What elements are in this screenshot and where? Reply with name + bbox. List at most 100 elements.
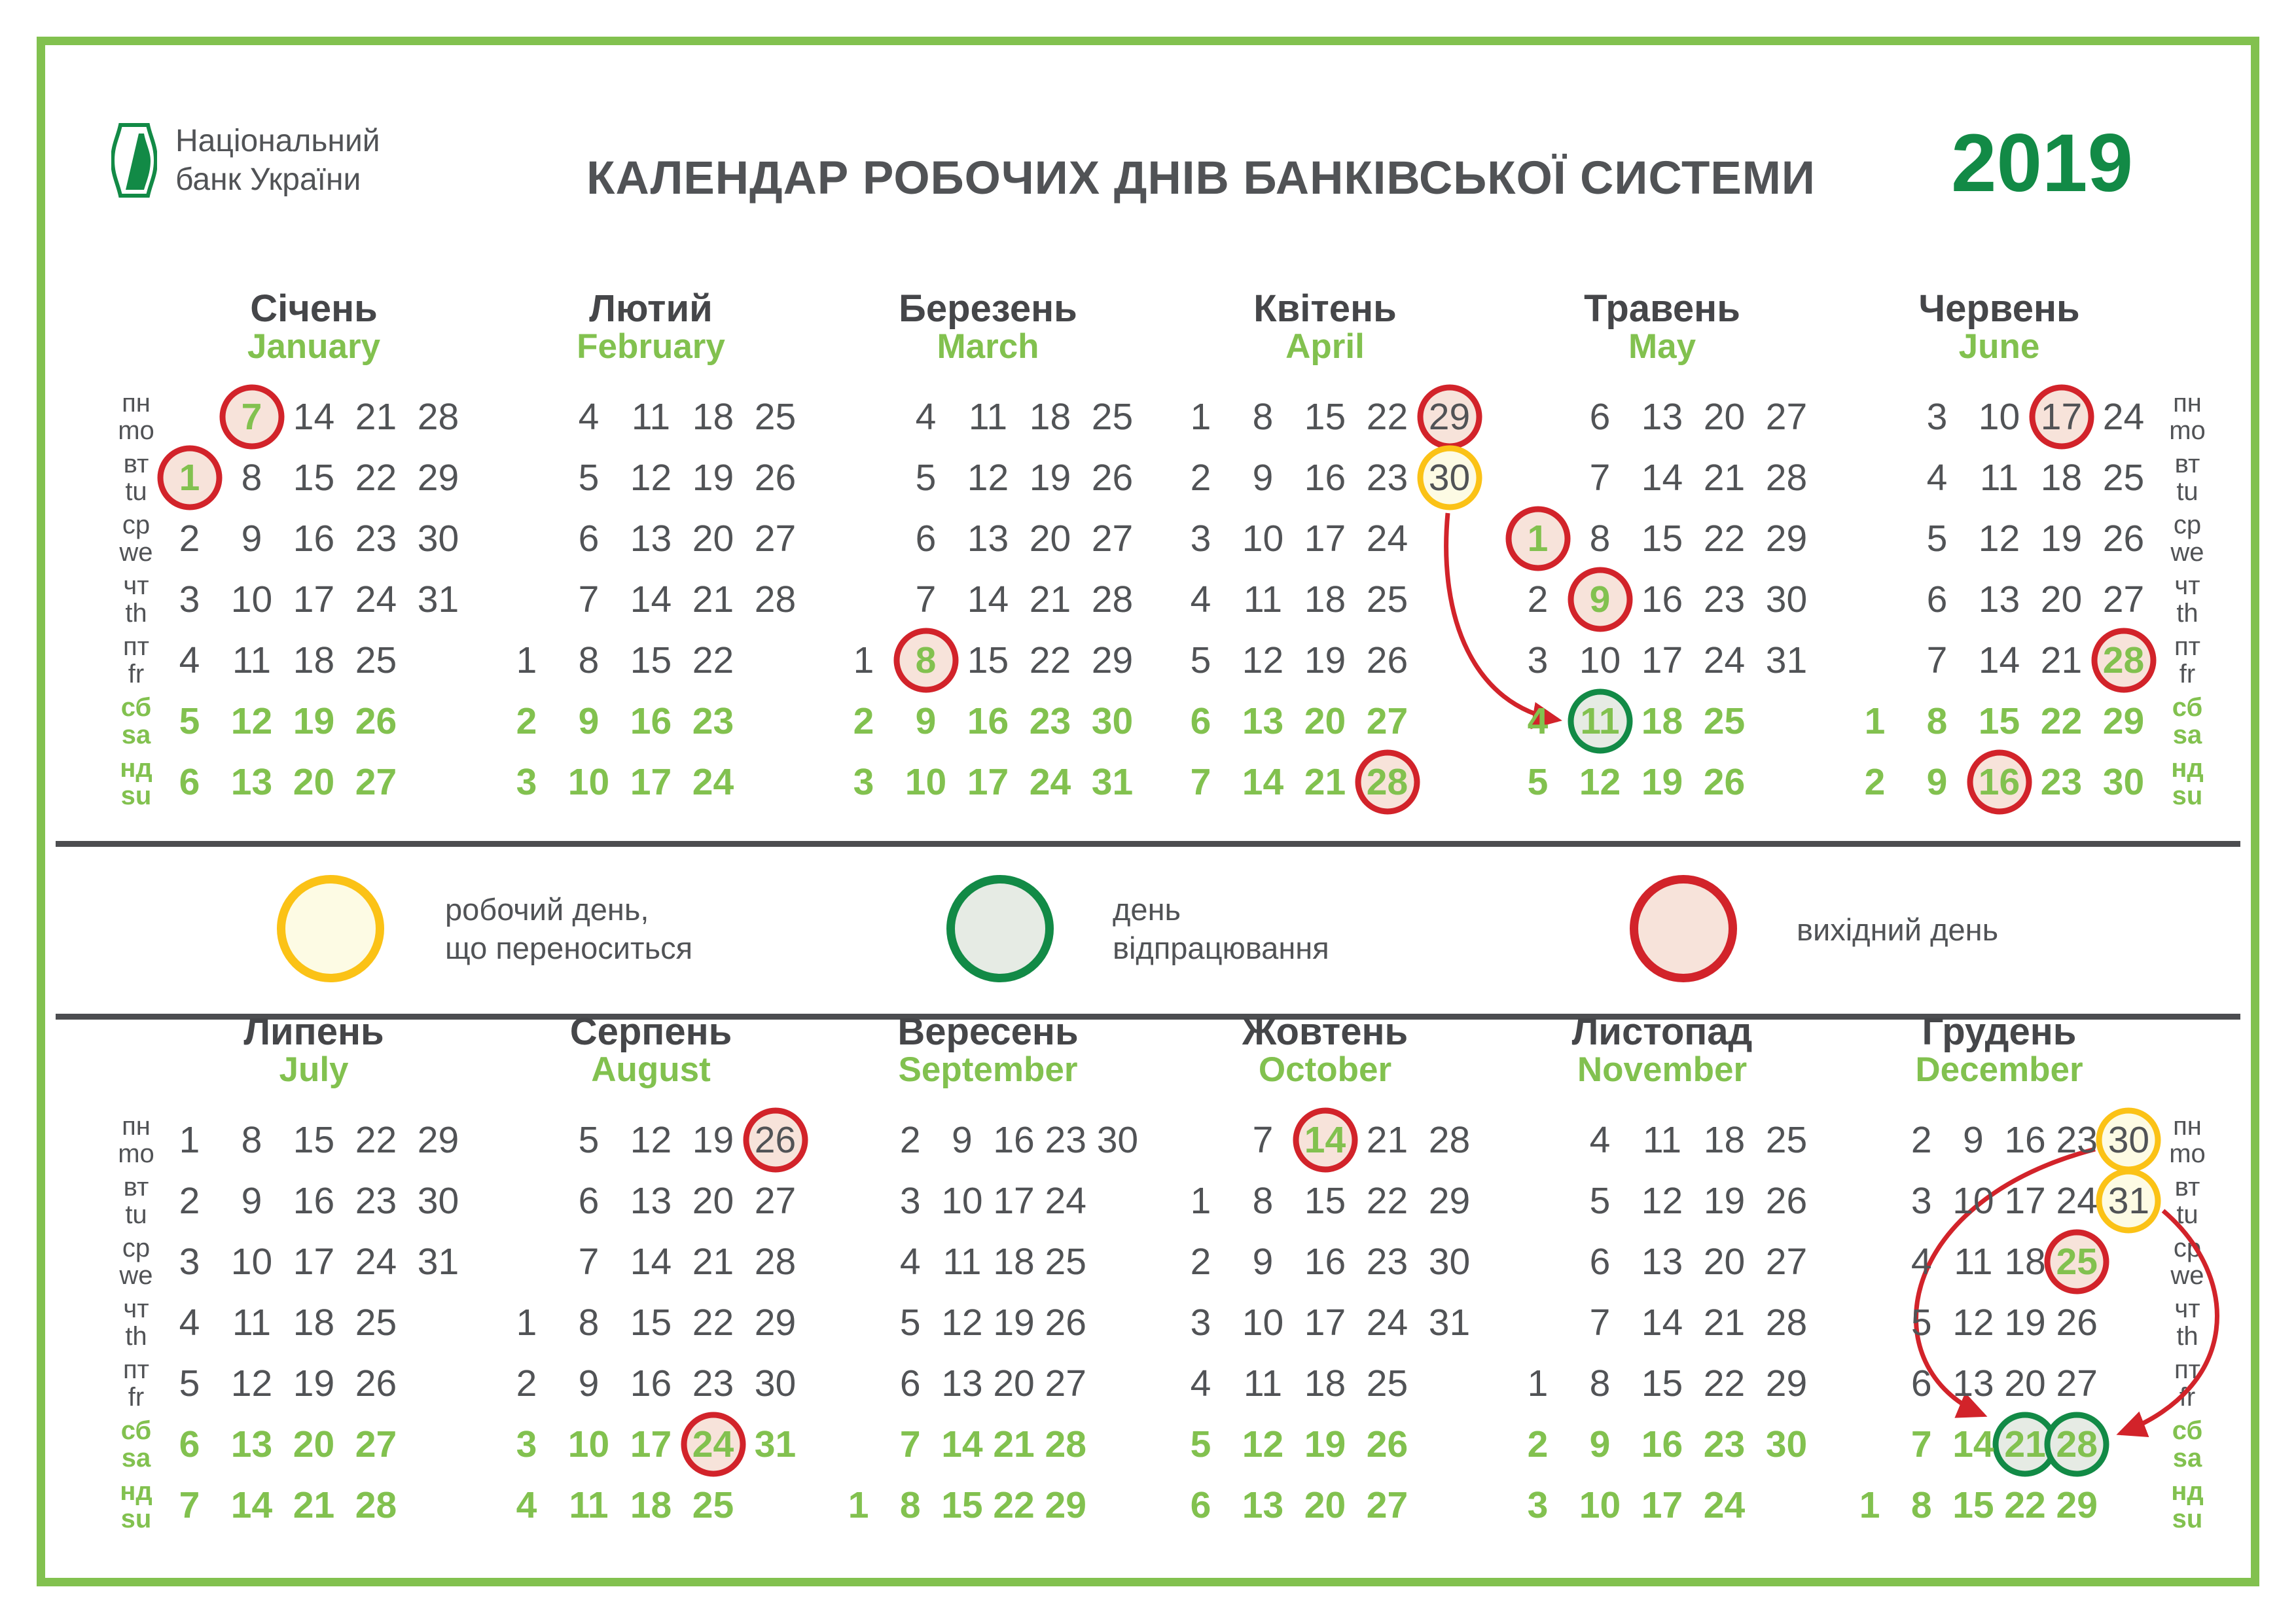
day-number: 22 bbox=[355, 1118, 397, 1161]
day-cell: 23 bbox=[1040, 1109, 1092, 1170]
day-cell: 15 bbox=[957, 630, 1019, 690]
day-cell: 19 bbox=[988, 1292, 1039, 1353]
day-cell: 6 bbox=[1569, 1231, 1631, 1292]
day-number: 5 bbox=[1589, 1179, 1611, 1222]
day-cell: 9 bbox=[221, 1170, 283, 1231]
weekday-label-mo: пн mo bbox=[2148, 1109, 2227, 1170]
day-cell: 3 bbox=[884, 1170, 936, 1231]
weekday-labels-left: пн mo вт tu ср we чт th пт fr сб sa нд su bbox=[97, 386, 175, 812]
day-cell: 12 bbox=[1569, 751, 1631, 812]
day-cell: 4 bbox=[558, 386, 620, 447]
day-cell: 9 bbox=[558, 1353, 620, 1414]
day-cell: 18 bbox=[1019, 386, 1081, 447]
day-number: 2 bbox=[1864, 760, 1886, 803]
day-off-marker bbox=[1967, 749, 2032, 814]
day-number: 2 bbox=[1190, 456, 1211, 499]
day-cell: 29 bbox=[2092, 690, 2155, 751]
weekday-label-fr: пт fr bbox=[2148, 630, 2227, 690]
day-cell: 4 bbox=[158, 1292, 221, 1353]
day-number: 29 bbox=[1765, 517, 1808, 560]
day-number: 20 bbox=[293, 1423, 335, 1465]
day-number: 21 bbox=[692, 1240, 734, 1283]
day-cell: 5 bbox=[895, 447, 957, 508]
weekday-label-th: чт th bbox=[97, 569, 175, 630]
day-number: 8 bbox=[1252, 395, 1274, 438]
day-number: 3 bbox=[179, 578, 200, 620]
weekday-label-en: tu bbox=[2176, 476, 2198, 506]
day-cell: 7 bbox=[558, 569, 620, 630]
day-cell: 7 bbox=[1569, 1292, 1631, 1353]
weekday-label-en: su bbox=[2172, 781, 2203, 810]
day-number: 18 bbox=[2004, 1240, 2046, 1283]
month-july: Липень July 1 8 15 22 29 2 9 16 23 30 3 10 17 24 31 4 11 18… bbox=[158, 1011, 469, 1526]
day-cell-empty bbox=[1844, 1353, 1895, 1414]
month-title-uk: Вересень bbox=[897, 1010, 1079, 1053]
day-off-marker bbox=[743, 1107, 808, 1172]
day-number: 7 bbox=[578, 578, 600, 620]
day-number: 25 bbox=[1703, 700, 1746, 742]
weekday-label-en: tu bbox=[125, 476, 147, 506]
day-number: 25 bbox=[1366, 1362, 1408, 1404]
day-cell: 13 bbox=[221, 1414, 283, 1474]
day-number: 17 bbox=[1641, 1484, 1683, 1526]
day-number: 2 bbox=[516, 700, 537, 742]
day-number: 28 bbox=[417, 395, 459, 438]
day-cell: 27 bbox=[744, 508, 806, 569]
day-cell: 28 bbox=[1081, 569, 1143, 630]
day-number: 4 bbox=[1589, 1118, 1611, 1161]
weekday-label-tu: вт tu bbox=[97, 447, 175, 508]
day-number: 15 bbox=[293, 1118, 335, 1161]
day-number: 13 bbox=[1978, 578, 2020, 620]
weekday-label-uk: нд bbox=[120, 1476, 152, 1506]
day-number: 7 bbox=[915, 578, 937, 620]
legend-label-line: що переноситься bbox=[445, 931, 693, 965]
day-cell: 6 bbox=[158, 751, 221, 812]
day-cell: 3 bbox=[833, 751, 895, 812]
day-cell: 8 bbox=[1569, 508, 1631, 569]
weekday-label-th: чт th bbox=[2148, 569, 2227, 630]
day-number: 28 bbox=[2102, 639, 2145, 681]
month-november: Листопад November 4 11 18 25 5 12 19 26 6 13 20 27 7 14… bbox=[1507, 1011, 1818, 1526]
moved-workday-marker bbox=[2096, 1107, 2161, 1172]
day-number: 31 bbox=[1428, 1301, 1471, 1344]
day-cell-empty bbox=[407, 690, 469, 751]
day-cell: 1 bbox=[158, 1109, 221, 1170]
day-number: 7 bbox=[179, 1484, 200, 1526]
day-number: 8 bbox=[241, 1118, 262, 1161]
legend-label-line: вихідний день bbox=[1797, 912, 1999, 947]
month-title-uk: Січень bbox=[250, 287, 378, 330]
day-cell: 28 bbox=[1040, 1414, 1092, 1474]
day-cell-empty bbox=[1507, 1170, 1569, 1231]
day-cell: 13 bbox=[620, 508, 682, 569]
day-number: 25 bbox=[1765, 1118, 1808, 1161]
day-cell: 12 bbox=[221, 1353, 283, 1414]
day-cell: 2 bbox=[1895, 1109, 1947, 1170]
day-number: 22 bbox=[1366, 395, 1408, 438]
day-cell: 11 bbox=[558, 1474, 620, 1535]
day-number: 29 bbox=[417, 1118, 459, 1161]
day-number: 24 bbox=[1703, 639, 1746, 681]
day-cell-empty bbox=[1844, 1109, 1895, 1170]
legend-divider-top bbox=[56, 841, 2240, 847]
day-off-marker bbox=[2091, 628, 2156, 692]
day-cell: 23 bbox=[1693, 569, 1755, 630]
day-number: 22 bbox=[1703, 517, 1746, 560]
day-cell: 13 bbox=[1232, 690, 1294, 751]
day-cell: 26 bbox=[345, 1353, 407, 1414]
day-cell: 5 bbox=[1569, 1170, 1631, 1231]
day-cell: 14 bbox=[620, 1231, 682, 1292]
day-number: 16 bbox=[630, 1362, 672, 1404]
day-cell: 6 bbox=[558, 1170, 620, 1231]
day-cell: 9 bbox=[1232, 1231, 1294, 1292]
day-cell-empty bbox=[1844, 630, 1906, 690]
day-cell: 2 bbox=[1170, 447, 1232, 508]
month-title-uk: Серпень bbox=[569, 1010, 732, 1053]
day-number: 12 bbox=[1952, 1301, 1994, 1344]
day-cell-empty bbox=[1507, 386, 1569, 447]
day-number: 12 bbox=[1242, 639, 1284, 681]
day-number: 5 bbox=[1190, 1423, 1211, 1465]
month-february: Лютий February 4 11 18 25 5 12 19 26 6 13 20 27 7 14 21 2… bbox=[495, 288, 806, 803]
day-number: 18 bbox=[993, 1240, 1035, 1283]
day-number: 4 bbox=[1190, 1362, 1211, 1404]
